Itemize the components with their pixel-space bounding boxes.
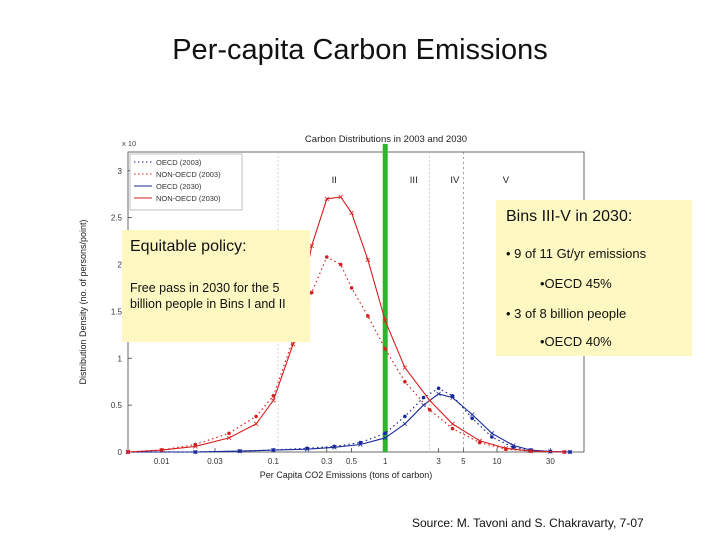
emissions-chart: 0.01 0.03 0.1 0.3 0.5 1 3 5 10 30 0 0.5 1 1.5 2 2.5 3 x 1… [78,134,585,480]
series-line [127,256,565,453]
series-line [128,393,571,453]
x-tick-label: 3 [436,457,441,466]
series-marker [365,257,371,263]
x-tick-label: 1 [383,457,388,466]
series-marker [427,398,432,403]
y-tick-label: 1 [118,354,123,363]
series-marker [403,379,407,384]
y-tick-label: 0 [118,448,123,457]
series-marker [402,421,408,427]
x-tick-label: 30 [546,457,555,466]
y-tick-label: 1.5 [111,307,123,316]
bins-heading: Bins III-V in 2030: [506,208,633,225]
series-marker [490,435,494,439]
series-marker [309,290,314,295]
chart-title: Carbon Distributions in 2003 and 2030 [305,134,467,145]
series-line [128,387,571,453]
series-marker [382,435,388,441]
series-marker [338,194,343,200]
x-tick-label: 0.03 [207,457,223,466]
series-marker [304,446,310,452]
series-marker [450,426,455,431]
series-marker [253,421,259,427]
series-marker [489,431,495,436]
y-tick-label: 2 [118,261,123,270]
bin-label: V [503,175,510,186]
series-marker [383,347,388,351]
series-marker [271,447,276,453]
series-marker [477,438,482,444]
series-marker [450,395,455,400]
y-tick-label: 2.5 [111,214,123,223]
series-marker [469,412,475,417]
series-marker [290,341,296,347]
series-marker [237,448,243,454]
series-marker [227,431,231,436]
series-marker [338,262,343,267]
x-tick-label: 0.01 [154,457,170,466]
series-marker [271,398,276,403]
series-marker [193,444,198,449]
series-marker [470,416,475,421]
x-tick-label: 10 [493,457,502,466]
series-marker [324,196,330,202]
series-marker [254,414,258,419]
legend-label: OECD (2003) [156,158,202,167]
bins-line-oecd-people: •OECD 40% [540,334,612,349]
series-marker [436,386,441,391]
x-tick-label: 5 [461,457,466,466]
series-marker [511,443,516,448]
series-marker [358,442,363,447]
series-marker [325,255,329,259]
x-tick-label: 0.3 [321,457,333,466]
bins-callout: Bins III-V in 2030: • 9 of 11 Gt/yr emis… [496,200,692,356]
legend-box [129,153,243,211]
series-marker [421,402,426,408]
bin-label: II [332,175,337,186]
series-marker [349,210,354,216]
y-tick-label: 0.5 [111,401,123,410]
bins-line-people: • 3 of 8 billion people [506,306,627,321]
series-marker [366,314,370,318]
series-marker [193,449,198,455]
legend-label: NON-OECD (2030) [156,194,221,203]
y-exponent-label: x 10 [122,139,136,148]
series-marker [332,445,337,450]
x-axis-label: Per Capita CO2 Emissions (tons of carbon… [260,470,433,480]
series-marker [528,448,533,454]
series-marker [349,286,354,290]
series-marker [562,449,567,455]
series-marker [383,431,388,436]
series-marker [450,421,455,427]
bins-line-emissions: • 9 of 11 Gt/yr emissions [506,246,647,261]
y-tick-label: 3 [118,167,123,176]
bins-line-oecd-emissions: •OECD 45% [540,276,612,291]
series-marker [226,435,232,441]
series-line [127,196,565,453]
policy-heading: Equitable policy: [130,238,247,255]
series-marker [503,446,509,451]
series-marker [436,391,441,397]
bin-label: III [410,175,418,186]
series-marker [567,449,573,455]
series-marker [125,449,131,455]
equitable-policy-callout: Equitable policy: Free pass in 2030 for … [122,230,310,342]
series-marker [427,408,432,412]
policy-body: Free pass in 2030 for the 5 billion peop… [130,281,286,311]
x-tick-label: 0.5 [346,457,358,466]
series-marker [402,365,408,370]
series-marker [309,243,314,249]
series-marker [159,447,164,453]
x-tick-label: 0.1 [268,457,280,466]
bin-label: IV [450,175,460,186]
series-marker [403,414,407,419]
legend-label: OECD (2030) [156,182,202,191]
slide-title: Per-capita Carbon Emissions [172,34,548,66]
series-marker [421,395,426,400]
legend-label: NON-OECD (2003) [156,170,221,179]
source-citation: Source: M. Tavoni and S. Chakravarty, 7-… [412,516,644,530]
y-axis-label: Distribution Density (no. of persons/poi… [78,219,88,384]
series-marker [382,318,388,324]
